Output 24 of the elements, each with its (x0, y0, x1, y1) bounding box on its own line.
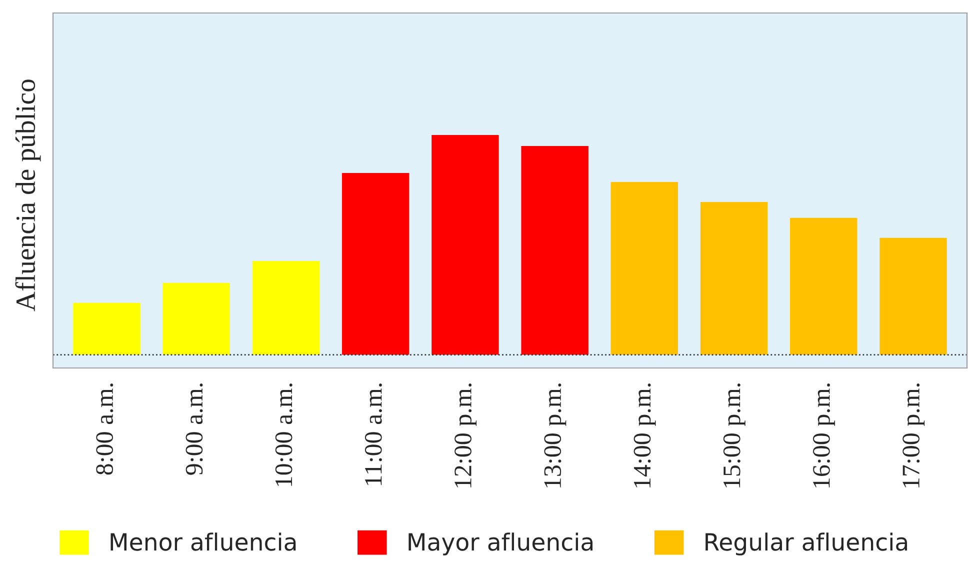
bar (252, 260, 320, 355)
bar (342, 173, 410, 355)
x-tick-label: 16:00 p.m. (813, 384, 835, 488)
bar (162, 282, 230, 355)
legend-label: Menor afluencia (110, 532, 296, 551)
legend-label: Mayor afluencia (408, 532, 593, 556)
bar (432, 134, 499, 355)
x-tick-label: 17:00 p.m. (902, 384, 925, 488)
bar (610, 182, 678, 355)
legend-label: Regular afluencia (706, 532, 907, 556)
x-tick-label: 9:00 a.m. (186, 384, 203, 475)
bar (700, 202, 768, 355)
x-tick-label: 11:00 a.m. (364, 384, 382, 485)
x-tick-label: 15:00 p.m. (723, 384, 746, 488)
x-tick-label: 14:00 p.m. (634, 384, 656, 488)
x-tick-label: 12:00 p.m. (454, 384, 477, 488)
bar (790, 218, 858, 355)
bar (880, 238, 947, 355)
x-tick-label: 10:00 a.m. (275, 384, 292, 486)
x-tick-label: 13:00 p.m. (544, 384, 566, 488)
y-axis-title: Afluencia de público (15, 80, 41, 312)
bar (73, 302, 140, 355)
bar (521, 146, 588, 355)
x-tick-label: 8:00 a.m. (96, 384, 114, 475)
